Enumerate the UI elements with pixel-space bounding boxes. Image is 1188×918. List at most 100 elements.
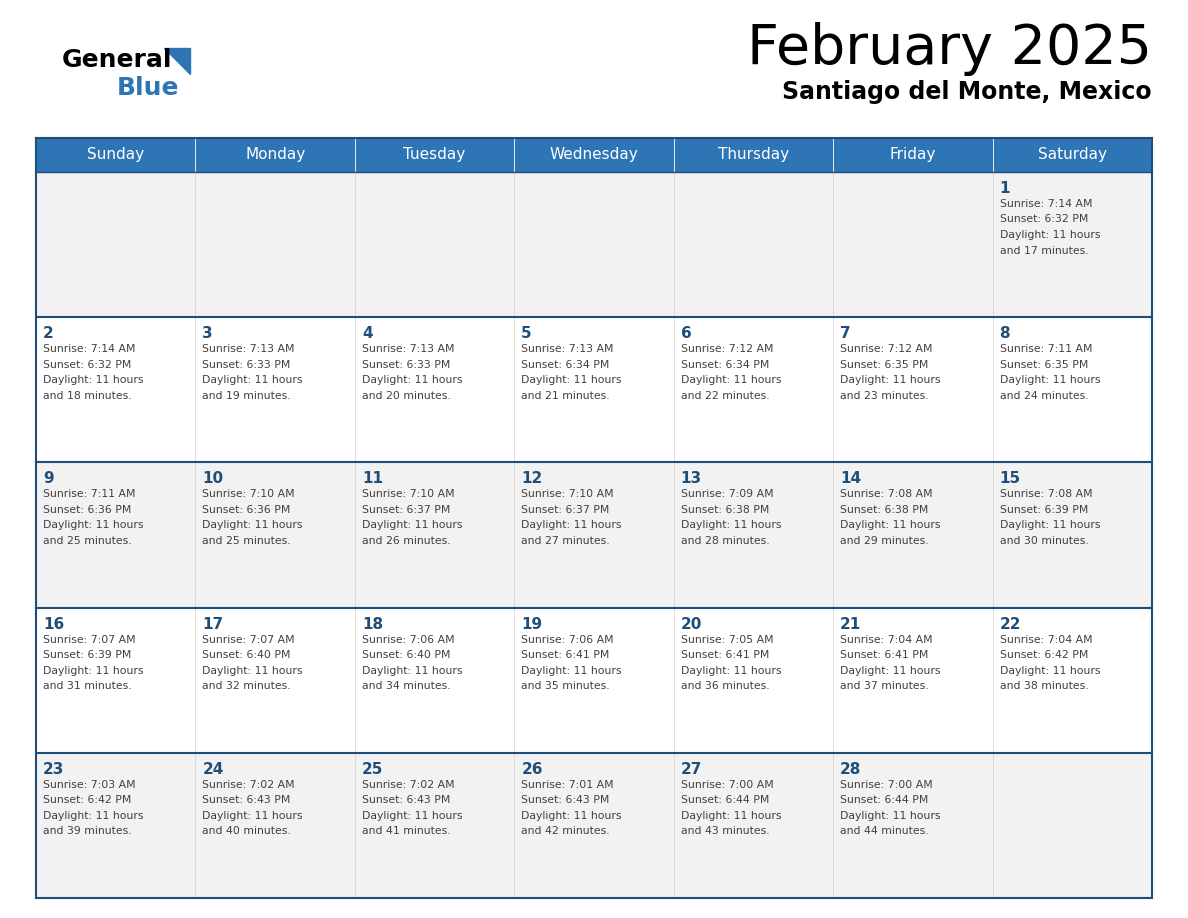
Bar bbox=[514, 608, 674, 753]
Bar bbox=[355, 463, 514, 608]
Text: Sunrise: 7:12 AM: Sunrise: 7:12 AM bbox=[840, 344, 933, 354]
Text: and 30 minutes.: and 30 minutes. bbox=[999, 536, 1088, 546]
Text: Blue: Blue bbox=[116, 76, 179, 100]
Text: and 34 minutes.: and 34 minutes. bbox=[362, 681, 450, 691]
Text: Sunrise: 7:02 AM: Sunrise: 7:02 AM bbox=[362, 779, 455, 789]
Bar bbox=[833, 608, 992, 753]
Text: Daylight: 11 hours: Daylight: 11 hours bbox=[522, 811, 621, 821]
Text: Sunset: 6:42 PM: Sunset: 6:42 PM bbox=[43, 795, 132, 805]
Text: Santiago del Monte, Mexico: Santiago del Monte, Mexico bbox=[783, 80, 1152, 104]
Bar bbox=[992, 463, 1152, 608]
Bar bbox=[196, 753, 355, 898]
Text: 28: 28 bbox=[840, 762, 861, 777]
Text: and 17 minutes.: and 17 minutes. bbox=[999, 245, 1088, 255]
Text: Sunset: 6:34 PM: Sunset: 6:34 PM bbox=[681, 360, 769, 370]
Text: 20: 20 bbox=[681, 617, 702, 632]
Text: Daylight: 11 hours: Daylight: 11 hours bbox=[840, 811, 941, 821]
Text: 19: 19 bbox=[522, 617, 543, 632]
Text: and 26 minutes.: and 26 minutes. bbox=[362, 536, 450, 546]
Text: Daylight: 11 hours: Daylight: 11 hours bbox=[43, 811, 144, 821]
Text: General: General bbox=[62, 48, 172, 72]
Bar bbox=[833, 138, 992, 172]
Text: 2: 2 bbox=[43, 326, 53, 341]
Text: Sunrise: 7:04 AM: Sunrise: 7:04 AM bbox=[999, 634, 1092, 644]
Text: Sunset: 6:40 PM: Sunset: 6:40 PM bbox=[202, 650, 291, 660]
Bar bbox=[196, 608, 355, 753]
Bar bbox=[674, 753, 833, 898]
Text: and 35 minutes.: and 35 minutes. bbox=[522, 681, 609, 691]
Text: Sunrise: 7:12 AM: Sunrise: 7:12 AM bbox=[681, 344, 773, 354]
Text: Sunrise: 7:14 AM: Sunrise: 7:14 AM bbox=[999, 199, 1092, 209]
Text: 7: 7 bbox=[840, 326, 851, 341]
Text: and 39 minutes.: and 39 minutes. bbox=[43, 826, 132, 836]
Text: and 24 minutes.: and 24 minutes. bbox=[999, 391, 1088, 400]
Text: and 40 minutes.: and 40 minutes. bbox=[202, 826, 291, 836]
Text: Sunset: 6:36 PM: Sunset: 6:36 PM bbox=[202, 505, 291, 515]
Text: and 25 minutes.: and 25 minutes. bbox=[202, 536, 291, 546]
Text: 15: 15 bbox=[999, 472, 1020, 487]
Text: Saturday: Saturday bbox=[1038, 147, 1107, 162]
Text: and 20 minutes.: and 20 minutes. bbox=[362, 391, 450, 400]
Bar bbox=[196, 463, 355, 608]
Bar bbox=[992, 608, 1152, 753]
Text: and 23 minutes.: and 23 minutes. bbox=[840, 391, 929, 400]
Text: and 38 minutes.: and 38 minutes. bbox=[999, 681, 1088, 691]
Text: Sunrise: 7:01 AM: Sunrise: 7:01 AM bbox=[522, 779, 614, 789]
Text: 18: 18 bbox=[362, 617, 383, 632]
Bar bbox=[992, 138, 1152, 172]
Bar bbox=[674, 138, 833, 172]
Text: 16: 16 bbox=[43, 617, 64, 632]
Text: Sunset: 6:44 PM: Sunset: 6:44 PM bbox=[681, 795, 769, 805]
Text: Sunday: Sunday bbox=[87, 147, 144, 162]
Text: 1: 1 bbox=[999, 181, 1010, 196]
Text: Daylight: 11 hours: Daylight: 11 hours bbox=[362, 521, 462, 531]
Text: Sunrise: 7:10 AM: Sunrise: 7:10 AM bbox=[522, 489, 614, 499]
Text: 12: 12 bbox=[522, 472, 543, 487]
Bar bbox=[36, 463, 196, 608]
Text: 14: 14 bbox=[840, 472, 861, 487]
Text: Sunset: 6:32 PM: Sunset: 6:32 PM bbox=[999, 215, 1088, 225]
Text: and 29 minutes.: and 29 minutes. bbox=[840, 536, 929, 546]
Text: Daylight: 11 hours: Daylight: 11 hours bbox=[681, 811, 782, 821]
Text: and 27 minutes.: and 27 minutes. bbox=[522, 536, 609, 546]
Text: and 43 minutes.: and 43 minutes. bbox=[681, 826, 770, 836]
Text: Sunrise: 7:10 AM: Sunrise: 7:10 AM bbox=[202, 489, 295, 499]
Text: Sunset: 6:38 PM: Sunset: 6:38 PM bbox=[681, 505, 769, 515]
Bar bbox=[992, 753, 1152, 898]
Text: Sunset: 6:41 PM: Sunset: 6:41 PM bbox=[522, 650, 609, 660]
Text: Daylight: 11 hours: Daylight: 11 hours bbox=[840, 375, 941, 386]
Text: Daylight: 11 hours: Daylight: 11 hours bbox=[202, 811, 303, 821]
Bar bbox=[833, 753, 992, 898]
Text: 10: 10 bbox=[202, 472, 223, 487]
Text: Daylight: 11 hours: Daylight: 11 hours bbox=[681, 375, 782, 386]
Text: Wednesday: Wednesday bbox=[550, 147, 638, 162]
Text: 26: 26 bbox=[522, 762, 543, 777]
Text: Sunrise: 7:04 AM: Sunrise: 7:04 AM bbox=[840, 634, 933, 644]
Text: Sunrise: 7:00 AM: Sunrise: 7:00 AM bbox=[681, 779, 773, 789]
Text: Sunrise: 7:05 AM: Sunrise: 7:05 AM bbox=[681, 634, 773, 644]
Bar bbox=[36, 318, 196, 463]
Text: and 22 minutes.: and 22 minutes. bbox=[681, 391, 770, 400]
Bar bbox=[196, 318, 355, 463]
Text: and 44 minutes.: and 44 minutes. bbox=[840, 826, 929, 836]
Bar bbox=[196, 138, 355, 172]
Text: Sunset: 6:41 PM: Sunset: 6:41 PM bbox=[840, 650, 929, 660]
Text: Daylight: 11 hours: Daylight: 11 hours bbox=[840, 666, 941, 676]
Text: 13: 13 bbox=[681, 472, 702, 487]
Text: and 19 minutes.: and 19 minutes. bbox=[202, 391, 291, 400]
Text: Friday: Friday bbox=[890, 147, 936, 162]
Text: Daylight: 11 hours: Daylight: 11 hours bbox=[681, 666, 782, 676]
Bar bbox=[355, 753, 514, 898]
Bar bbox=[36, 172, 196, 318]
Text: Sunrise: 7:13 AM: Sunrise: 7:13 AM bbox=[522, 344, 614, 354]
Bar bbox=[674, 463, 833, 608]
Text: and 31 minutes.: and 31 minutes. bbox=[43, 681, 132, 691]
Bar bbox=[355, 318, 514, 463]
Text: and 28 minutes.: and 28 minutes. bbox=[681, 536, 770, 546]
Text: 9: 9 bbox=[43, 472, 53, 487]
Text: Daylight: 11 hours: Daylight: 11 hours bbox=[999, 230, 1100, 240]
Text: and 41 minutes.: and 41 minutes. bbox=[362, 826, 450, 836]
Text: Sunrise: 7:06 AM: Sunrise: 7:06 AM bbox=[362, 634, 455, 644]
Text: 11: 11 bbox=[362, 472, 383, 487]
Text: Daylight: 11 hours: Daylight: 11 hours bbox=[43, 375, 144, 386]
